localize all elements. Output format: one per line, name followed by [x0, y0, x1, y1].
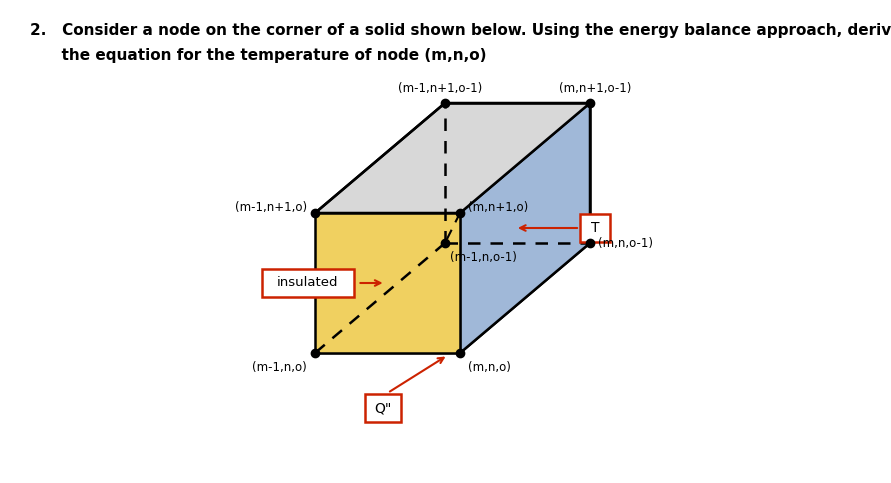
Text: (m,n+1,o): (m,n+1,o) [468, 201, 528, 214]
Polygon shape [315, 243, 590, 353]
Polygon shape [315, 103, 590, 213]
Polygon shape [315, 213, 460, 353]
Text: (m-1,n+1,o): (m-1,n+1,o) [235, 201, 307, 214]
Text: 2.   Consider a node on the corner of a solid shown below. Using the energy bala: 2. Consider a node on the corner of a so… [30, 23, 891, 38]
FancyBboxPatch shape [364, 394, 400, 422]
Text: (m,n+1,o-1): (m,n+1,o-1) [559, 82, 631, 95]
Text: (m-1,n+1,o-1): (m-1,n+1,o-1) [398, 82, 482, 95]
Text: (m,n,o): (m,n,o) [468, 361, 511, 374]
Polygon shape [460, 103, 590, 353]
Text: Q": Q" [374, 401, 391, 415]
Text: the equation for the temperature of node (m,n,o): the equation for the temperature of node… [30, 48, 486, 63]
Text: insulated: insulated [277, 276, 339, 289]
Text: (m,n,o-1): (m,n,o-1) [598, 237, 653, 250]
Text: (m-1,n,o): (m-1,n,o) [252, 361, 307, 374]
FancyBboxPatch shape [261, 269, 354, 297]
Text: T: T [591, 221, 600, 235]
Text: (m-1,n,o-1): (m-1,n,o-1) [450, 251, 517, 264]
FancyBboxPatch shape [580, 214, 610, 242]
